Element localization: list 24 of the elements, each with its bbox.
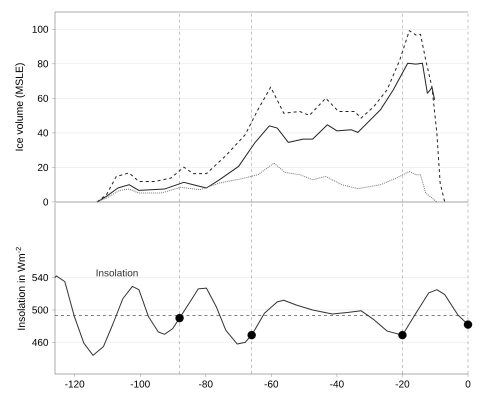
y-tick-label: 100 [32, 26, 48, 33]
x-tick-label: -20 [396, 380, 410, 388]
y-tick-label: 0 [43, 198, 48, 206]
x-tick-label: -80 [199, 380, 213, 388]
y-axis-title: Insolation in Wm$^{-2}$ [16, 247, 26, 330]
point [247, 330, 256, 340]
y-tick-label: 60 [38, 94, 48, 102]
y-tick-label: 80 [38, 60, 48, 68]
point [464, 320, 472, 329]
x-tick-label: 0 [466, 380, 470, 388]
y-tick-label: 460 [32, 338, 48, 346]
x-tick-label: -120 [65, 380, 84, 388]
y-axis-title: Ice volume (MSLE) [15, 63, 26, 150]
series-label: Insolation [96, 269, 138, 276]
x-tick-label: -40 [330, 380, 344, 388]
point [175, 314, 184, 322]
y-tick-label: 500 [32, 306, 48, 314]
x-tick-label: -100 [130, 380, 150, 388]
line-series [96, 162, 438, 202]
y-tick-label: 540 [32, 274, 48, 282]
y-tick-label: 20 [38, 164, 48, 171]
point [398, 330, 407, 340]
y-tick-label: 40 [38, 129, 48, 136]
x-tick-label: -60 [264, 380, 278, 388]
